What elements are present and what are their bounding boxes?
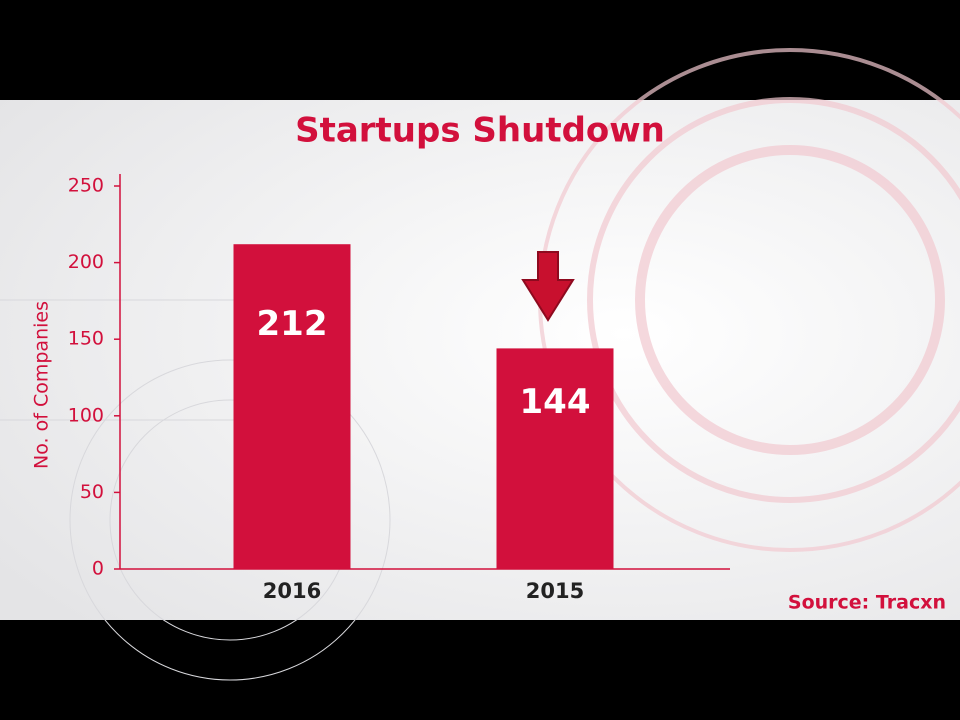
y-tick-label: 50 <box>80 481 104 503</box>
x-tick-label: 2016 <box>263 579 321 603</box>
y-tick-label: 100 <box>68 404 104 426</box>
source: Source: Tracxn <box>788 592 946 614</box>
y-tick-label: 0 <box>92 558 104 580</box>
x-tick-label: 2015 <box>526 579 584 603</box>
value-label: 144 <box>520 382 591 422</box>
bar <box>233 244 351 569</box>
background <box>0 100 960 620</box>
y-tick-label: 150 <box>68 328 104 350</box>
value-label: 212 <box>257 304 328 344</box>
y-axis-label: No. of Companies <box>31 301 53 469</box>
chart-title: Startups Shutdown <box>295 111 665 151</box>
y-tick-label: 250 <box>68 175 104 197</box>
down-arrow <box>521 251 575 322</box>
y-tick-label: 200 <box>68 251 104 273</box>
bar <box>496 348 614 569</box>
